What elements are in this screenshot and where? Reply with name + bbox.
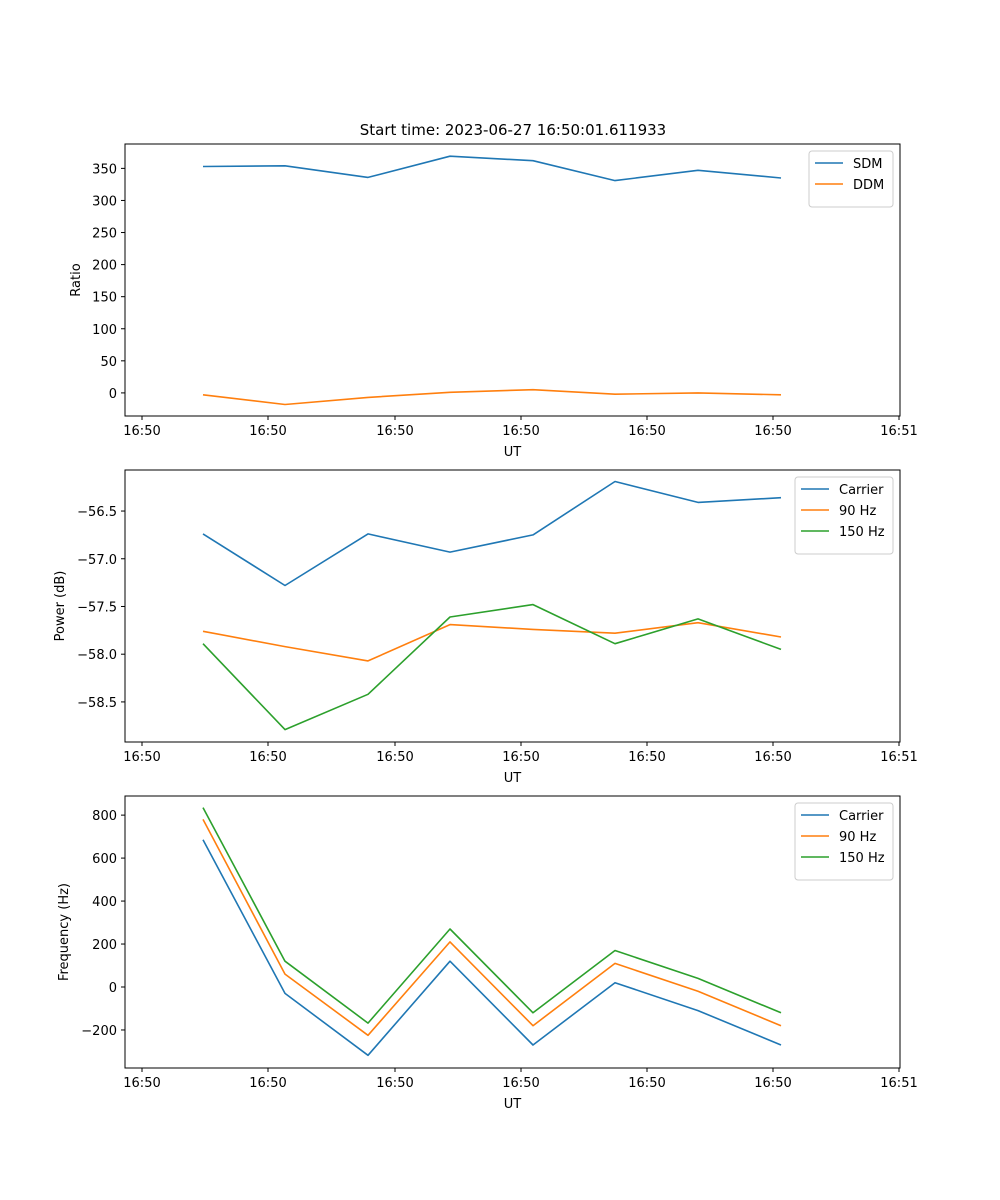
y-tick-label: 400 <box>92 895 117 910</box>
chart-panel-ratio: 16:50 16:50 16:50 16:50 16:50 16:50 16:51 UT 0 50… <box>69 143 918 460</box>
x-axis-label: UT <box>504 445 522 460</box>
x-tick-label: 16:50 <box>376 750 413 765</box>
x-tick-label: 16:50 <box>249 750 286 765</box>
legend-label: Carrier <box>839 809 884 824</box>
legend-box <box>794 476 894 555</box>
plot-frame <box>124 143 901 417</box>
x-tick-label: 16:50 <box>628 1076 665 1091</box>
y-tick-label: −57.5 <box>77 600 117 615</box>
y-tick-label: 300 <box>92 194 117 209</box>
x-tick-label: 16:50 <box>249 1076 286 1091</box>
chart-panel-frequency: 16:50 16:50 16:50 16:50 16:50 16:50 16:51 UT −20… <box>57 795 918 1112</box>
legend-label: DDM <box>853 178 884 193</box>
y-tick-label: 800 <box>92 809 117 824</box>
y-tick-label: 600 <box>92 852 117 867</box>
chart-panel-power: 16:50 16:50 16:50 16:50 16:50 16:50 16:51 UT −58… <box>53 469 918 786</box>
x-tick-label: 16:50 <box>754 424 791 439</box>
series-line-90-hz <box>202 621 782 662</box>
y-tick-label: 350 <box>92 162 117 177</box>
y-tick-label: −56.5 <box>77 505 117 520</box>
x-tick-label: 16:50 <box>502 750 539 765</box>
y-tick-label: 200 <box>92 259 117 274</box>
x-tick-label: 16:51 <box>880 1076 917 1091</box>
y-tick-label: 50 <box>100 355 117 370</box>
y-tick-label: 100 <box>92 323 117 338</box>
y-tick-label: −58.5 <box>77 696 117 711</box>
figure-title: Start time: 2023-06-27 16:50:01.611933 <box>360 121 666 139</box>
x-tick-label: 16:50 <box>502 424 539 439</box>
y-tick-label: 200 <box>92 938 117 953</box>
series-line-90-hz <box>202 819 782 1037</box>
x-tick-label: 16:50 <box>628 750 665 765</box>
x-axis-label: UT <box>504 1097 522 1112</box>
x-tick-label: 16:50 <box>376 424 413 439</box>
legend-label: 150 Hz <box>839 525 885 540</box>
series-line-carrier <box>202 839 782 1057</box>
x-tick-label: 16:50 <box>249 424 286 439</box>
y-axis-label: Power (dB) <box>53 571 68 642</box>
x-tick-label: 16:50 <box>754 750 791 765</box>
y-tick-label: −58.0 <box>77 648 117 663</box>
y-tick-label: 0 <box>109 387 117 402</box>
x-tick-label: 16:50 <box>502 1076 539 1091</box>
series-line-carrier <box>202 480 782 587</box>
series-line-150-hz <box>202 807 782 1024</box>
x-tick-label: 16:50 <box>123 1076 160 1091</box>
x-tick-label: 16:51 <box>880 424 917 439</box>
series-line-150-hz <box>202 603 782 731</box>
y-tick-label: 250 <box>92 227 117 242</box>
legend-label: SDM <box>853 157 882 172</box>
series-line-ddm <box>202 388 782 406</box>
plot-frame <box>124 795 901 1069</box>
legend-box <box>794 802 894 881</box>
y-tick-label: −57.0 <box>77 553 117 568</box>
x-axis-label: UT <box>504 771 522 786</box>
legend-box <box>808 150 894 208</box>
legend-label: 90 Hz <box>839 504 876 519</box>
x-tick-label: 16:50 <box>628 424 665 439</box>
legend-label: 90 Hz <box>839 830 876 845</box>
legend-label: Carrier <box>839 483 884 498</box>
x-tick-label: 16:50 <box>123 750 160 765</box>
y-tick-label: −200 <box>81 1024 117 1039</box>
x-tick-label: 16:50 <box>376 1076 413 1091</box>
x-tick-label: 16:50 <box>123 424 160 439</box>
x-tick-label: 16:51 <box>880 750 917 765</box>
y-axis-label: Ratio <box>69 263 84 296</box>
legend-label: 150 Hz <box>839 851 885 866</box>
x-tick-label: 16:50 <box>754 1076 791 1091</box>
series-line-sdm <box>202 155 782 182</box>
y-tick-label: 0 <box>109 981 117 996</box>
y-axis-label: Frequency (Hz) <box>57 883 72 981</box>
y-tick-label: 150 <box>92 291 117 306</box>
